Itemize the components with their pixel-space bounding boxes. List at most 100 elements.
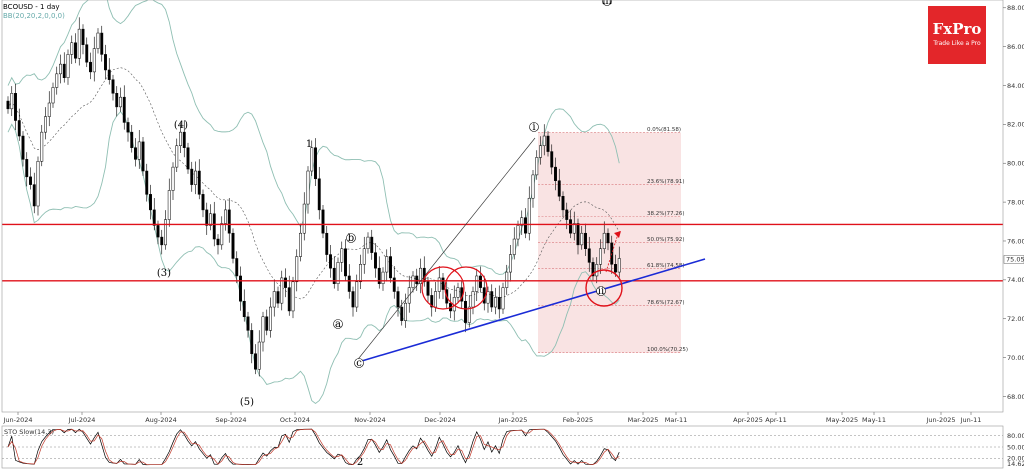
candle-body: [617, 258, 621, 273]
candle-body: [565, 209, 569, 220]
candle-body: [569, 219, 572, 234]
sto-tick-label: 80.00: [1007, 432, 1024, 440]
candle-body: [347, 275, 351, 292]
candle-body: [284, 277, 287, 288]
wave-label: ii: [598, 286, 604, 297]
candle-body: [602, 232, 606, 250]
candle-body: [344, 248, 347, 277]
candle-body: [370, 236, 374, 253]
candle-body: [531, 174, 535, 199]
fib-level-label: 50.0%(75.92): [647, 237, 685, 243]
candle-body: [520, 217, 524, 226]
highlight-circle: [585, 269, 623, 307]
candle-body: [542, 135, 546, 147]
fib-level-label: 0.0%(81.58): [647, 127, 681, 133]
candle-body: [220, 223, 224, 246]
fibonacci-retracement: 0.0%(81.58) 23.6%(78.91) 38.2%(77.26) 50.0%…: [538, 127, 688, 353]
candle-body: [227, 209, 231, 234]
candle-body: [396, 291, 400, 308]
fib-level-label: 61.8%(74.58): [647, 263, 685, 269]
candle-body: [362, 248, 366, 265]
x-tick-label: Sep-2024: [215, 416, 246, 424]
candle-body: [306, 170, 310, 205]
bb-upper: [7, 0, 620, 275]
candle-body: [10, 93, 14, 110]
x-tick-label: Oct-2024: [280, 416, 310, 424]
candle-body: [269, 306, 272, 331]
candlesticks: [6, 17, 621, 377]
x-tick-label: Nov-2024: [354, 416, 385, 424]
candle-body: [205, 209, 209, 226]
candle-body: [524, 217, 527, 234]
candle-body: [494, 297, 497, 308]
wave-marker: [333, 319, 343, 329]
candle-body: [55, 73, 59, 88]
wave-marker: [529, 122, 539, 132]
wave-label: 1: [306, 139, 312, 150]
candle-body: [235, 258, 239, 277]
candle-body: [295, 256, 299, 283]
candle-body: [231, 232, 235, 259]
candle-body: [606, 232, 610, 244]
candle-body: [554, 166, 557, 181]
candle-body: [182, 131, 186, 148]
candle-body: [580, 232, 584, 246]
candle-body: [471, 291, 475, 308]
candle-body: [355, 281, 359, 308]
blue-trendline: [354, 258, 706, 364]
candle-body: [389, 256, 392, 279]
candle-body: [212, 213, 216, 240]
candle-body: [404, 302, 407, 321]
current-price-label: 75.05: [1006, 256, 1024, 264]
sto-d-line: [7, 428, 620, 466]
wave-marker: [354, 358, 364, 368]
candle-body: [145, 170, 149, 195]
candle-body: [122, 96, 126, 123]
candle-body: [434, 291, 437, 308]
candle-body: [572, 223, 576, 234]
candle-body: [576, 223, 580, 246]
candle-body: [340, 248, 344, 263]
wave-marker: [602, 0, 612, 6]
candle-body: [411, 275, 415, 288]
candle-body: [276, 291, 280, 304]
wave-marker: [596, 286, 606, 296]
candle-body: [115, 93, 119, 108]
candle-body: [209, 213, 212, 226]
candle-body: [366, 236, 370, 250]
x-tick-label: Jun-2024: [2, 416, 32, 424]
candle-body: [21, 135, 25, 160]
candle-body: [584, 232, 587, 250]
y-tick-label: 74.00: [1007, 276, 1024, 284]
candle-body: [381, 271, 385, 284]
candle-body: [36, 161, 40, 207]
logo-brand: FxPro: [932, 20, 982, 38]
x-tick-label: Jun-11: [960, 416, 982, 424]
y-tick-label: 84.00: [1007, 82, 1024, 90]
candle-body: [167, 190, 171, 220]
candle-body: [287, 287, 291, 312]
candle-body: [516, 225, 520, 240]
wave-label: i: [532, 122, 535, 133]
y-tick-label: 86.00: [1007, 43, 1024, 51]
candle-body: [546, 135, 550, 152]
candle-body: [224, 209, 227, 224]
x-tick-label: Mar-2025: [628, 416, 659, 424]
candle-body: [325, 232, 329, 255]
chart-title: BCOUSD - 1 day: [3, 3, 60, 11]
candle-body: [501, 287, 505, 310]
y-tick-label: 68.00: [1007, 393, 1024, 401]
candle-body: [329, 254, 332, 269]
candle-body: [59, 63, 62, 75]
candle-body: [475, 275, 479, 292]
bb-lower: [7, 110, 620, 405]
candle-body: [201, 194, 205, 211]
bb-middle: [7, 67, 620, 300]
candle-body: [257, 341, 261, 370]
candle-body: [479, 275, 482, 288]
wave-label: 2: [357, 457, 363, 468]
candle-body: [310, 147, 314, 172]
candle-body: [314, 147, 317, 180]
